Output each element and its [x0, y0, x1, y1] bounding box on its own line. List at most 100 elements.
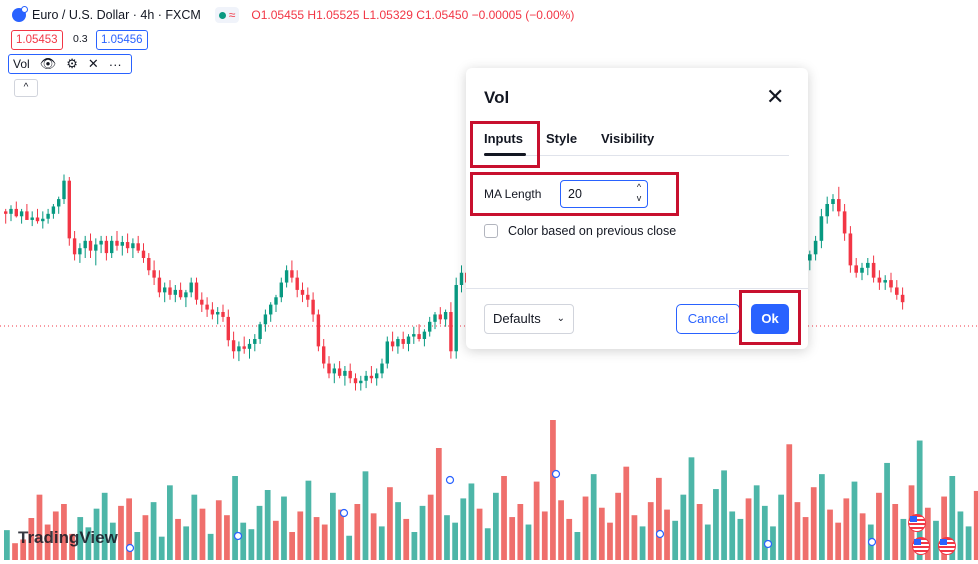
candle-body [428, 321, 432, 332]
color-prev-close-label[interactable]: Color based on previous close [508, 224, 677, 238]
dialog-close-icon[interactable]: ✕ [766, 84, 785, 109]
volume-marker [551, 469, 561, 479]
volume-bar [729, 511, 736, 560]
candle-body [242, 346, 246, 349]
collapse-legend-button[interactable]: ^ [14, 79, 38, 97]
volume-bar [933, 520, 939, 560]
volume-bar [517, 504, 524, 560]
sell-price-button[interactable]: 1.05453 [11, 30, 63, 50]
volume-bar [36, 494, 43, 560]
stepper-up-icon[interactable]: ^ [636, 182, 642, 192]
cancel-button[interactable]: Cancel [676, 304, 740, 334]
candle-body [25, 211, 29, 220]
candle-body [200, 299, 204, 305]
volume-bar [721, 470, 727, 560]
candle-body [184, 292, 188, 298]
volume-bar [44, 524, 51, 560]
candle-body [417, 334, 421, 339]
ma-length-input[interactable]: 20 [560, 180, 648, 208]
defaults-dropdown[interactable]: Defaults ⌄ [484, 304, 574, 334]
tab-inputs[interactable]: Inputs [484, 131, 523, 146]
close-icon[interactable]: ✕ [87, 56, 99, 71]
candle-body [263, 314, 268, 325]
candle-body [343, 370, 347, 376]
candle-body [67, 180, 71, 239]
us-flag-event-icon[interactable] [908, 514, 926, 532]
highlight-ma-length [470, 172, 679, 216]
volume-marker [867, 537, 877, 547]
eu-flag-event-icon[interactable] [912, 537, 930, 555]
volume-bar [387, 487, 393, 560]
volume-marker [655, 529, 665, 539]
volume-bar [770, 526, 776, 560]
candle-body [401, 339, 405, 344]
volume-bar [175, 518, 181, 560]
candle-body [848, 233, 853, 266]
candle-body [854, 265, 858, 273]
volume-bar [362, 471, 369, 560]
volume-bar [69, 533, 75, 560]
candle-body [380, 363, 384, 374]
volume-bar [802, 517, 809, 560]
candle-body [808, 254, 812, 261]
tab-visibility[interactable]: Visibility [601, 131, 655, 146]
dialog-title: Vol [484, 88, 510, 107]
more-icon[interactable]: ··· [108, 56, 122, 72]
candle-body [364, 375, 368, 381]
stepper-down-icon[interactable]: v [636, 193, 642, 203]
candle-body [136, 243, 140, 251]
volume-bar [395, 502, 401, 560]
candle-body [284, 270, 289, 283]
candle-body [35, 217, 40, 222]
indicator-settings-dialog: Vol ✕ Inputs Style Visibility MA Length … [466, 68, 808, 349]
candle-body [883, 280, 887, 283]
candle-body [14, 208, 18, 217]
candle-body [860, 267, 864, 273]
tab-style[interactable]: Style [546, 131, 578, 146]
volume-bar [713, 489, 719, 560]
color-prev-close-checkbox[interactable] [484, 224, 498, 238]
volume-bar [452, 522, 458, 560]
candle-body [433, 314, 437, 322]
volume-bar [916, 440, 923, 560]
candle-body [194, 282, 199, 300]
volume-bar [794, 502, 801, 560]
candle-body [205, 304, 209, 310]
ok-button[interactable]: Ok [751, 304, 789, 334]
volume-bar [403, 518, 410, 560]
market-status[interactable]: ≈ [214, 7, 240, 23]
candle-body [274, 297, 278, 305]
defaults-label: Defaults [493, 311, 541, 326]
candle-body [57, 199, 61, 207]
volume-bar [4, 530, 10, 560]
volume-bar [582, 496, 589, 560]
highlight-ok-button [739, 290, 801, 345]
volume-markers [125, 469, 877, 553]
candle-body [120, 242, 124, 246]
volume-bar [264, 490, 271, 560]
volume-bar [289, 532, 295, 560]
candle-body [99, 240, 103, 245]
volume-bar [965, 526, 972, 560]
volume-indicator-legend[interactable]: Vol 👁 ⚙ ✕ ··· [8, 54, 132, 74]
volume-bar [134, 532, 141, 560]
volume-bar [272, 520, 279, 560]
candle-body [348, 370, 352, 379]
candle-body [247, 343, 252, 349]
symbol-title[interactable]: Euro / U.S. Dollar · 4h · FXCM [32, 8, 201, 22]
us-flag-event-icon[interactable] [938, 537, 956, 555]
candle-body [131, 243, 135, 249]
gear-icon[interactable]: ⚙ [66, 56, 78, 71]
volume-bar [647, 502, 654, 560]
eye-icon[interactable]: 👁 [39, 56, 57, 71]
active-tab-indicator [484, 153, 526, 156]
indicator-name[interactable]: Vol [13, 57, 30, 71]
buy-price-button[interactable]: 1.05456 [96, 30, 148, 50]
volume-bar [61, 504, 67, 560]
candle-body [322, 346, 326, 364]
symbol-legend: Euro / U.S. Dollar · 4h · FXCM ≈ O1.0545… [12, 6, 574, 24]
volume-bar [142, 515, 149, 560]
ma-length-stepper[interactable]: ^ v [632, 182, 646, 206]
volume-bar [623, 466, 630, 560]
